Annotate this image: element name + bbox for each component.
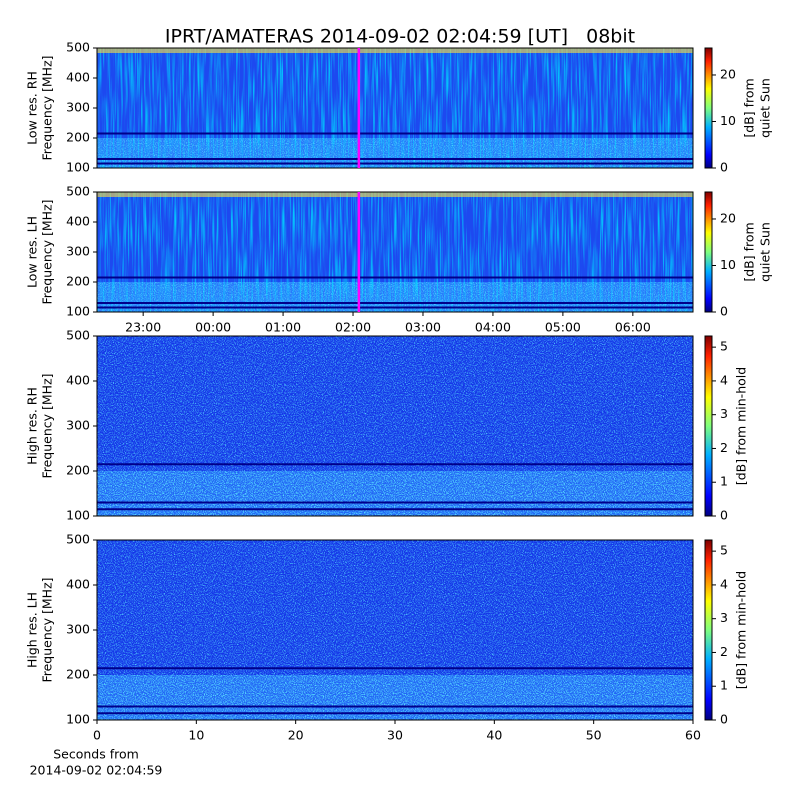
colorbar-label: [dB] from min-hold <box>734 367 749 485</box>
x-tick-label: 30 <box>387 728 403 743</box>
y-tick-label: 500 <box>66 532 90 547</box>
y-tick-label: 400 <box>66 577 90 592</box>
y-tick-label: 200 <box>66 130 90 145</box>
x-tick-label: 04:00 <box>475 320 511 335</box>
x-axis-label: Seconds from <box>53 747 139 762</box>
y-tick-label: 500 <box>66 40 90 55</box>
colorbar-tick-label: 2 <box>720 440 728 455</box>
colorbar-tick-label: 10 <box>720 257 736 272</box>
y-axis-label: Frequency [MHz] <box>40 55 55 160</box>
y-tick-label: 500 <box>66 328 90 343</box>
y-tick-label: 100 <box>66 508 90 523</box>
x-tick-label: 20 <box>288 728 304 743</box>
x-tick-label: 0 <box>93 728 101 743</box>
y-tick-label: 200 <box>66 274 90 289</box>
colorbar <box>704 539 713 721</box>
y-tick-label: 100 <box>66 160 90 175</box>
y-tick-label: 500 <box>66 184 90 199</box>
x-tick-label: 60 <box>685 728 701 743</box>
figure-title: IPRT/AMATERAS 2014-09-02 02:04:59 [UT] 0… <box>165 26 635 48</box>
x-tick-label: 01:00 <box>265 320 301 335</box>
colorbar-tick-label: 0 <box>720 508 728 523</box>
y-tick-label: 200 <box>66 463 90 478</box>
colorbar-tick-label: 0 <box>720 160 728 175</box>
colorbar-tick-label: 10 <box>720 113 736 128</box>
x-axis-label: 2014-09-02 02:04:59 <box>30 763 163 778</box>
y-tick-label: 400 <box>66 373 90 388</box>
y-axis-label: High res. RH <box>25 387 40 465</box>
colorbar-tick-label: 4 <box>720 576 728 591</box>
x-tick-label: 23:00 <box>125 320 161 335</box>
y-tick-label: 400 <box>66 214 90 229</box>
colorbar-tick-label: 1 <box>720 678 728 693</box>
colorbar-label: quiet Sun <box>758 78 773 138</box>
colorbar-tick-label: 4 <box>720 372 728 387</box>
colorbar-tick-label: 1 <box>720 474 728 489</box>
y-tick-label: 200 <box>66 667 90 682</box>
colorbar <box>704 47 713 169</box>
y-tick-label: 400 <box>66 70 90 85</box>
colorbar-tick-label: 20 <box>720 66 736 81</box>
x-tick-label: 10 <box>188 728 204 743</box>
y-axis-label: Frequency [MHz] <box>40 577 55 682</box>
x-tick-label: 03:00 <box>405 320 441 335</box>
colorbar-label: [dB] from <box>742 78 757 137</box>
y-tick-label: 100 <box>66 712 90 727</box>
colorbar-label: [dB] from min-hold <box>734 571 749 689</box>
y-axis-label: Low res. RH <box>25 71 40 145</box>
y-tick-label: 300 <box>66 418 90 433</box>
colorbar <box>704 335 713 517</box>
y-axis-label: Low res. LH <box>25 216 40 288</box>
colorbar-tick-label: 5 <box>720 543 728 558</box>
colorbar-tick-label: 0 <box>720 712 728 727</box>
y-tick-label: 300 <box>66 244 90 259</box>
top-band <box>97 48 693 53</box>
x-tick-label: 02:00 <box>335 320 371 335</box>
x-tick-label: 50 <box>586 728 602 743</box>
y-tick-label: 300 <box>66 100 90 115</box>
colorbar-tick-label: 3 <box>720 406 728 421</box>
x-tick-label: 00:00 <box>195 320 231 335</box>
colorbar-tick-label: 0 <box>720 304 728 319</box>
y-tick-label: 100 <box>66 304 90 319</box>
y-axis-label: Frequency [MHz] <box>40 373 55 478</box>
colorbar-tick-label: 2 <box>720 644 728 659</box>
colorbar-tick-label: 20 <box>720 210 736 225</box>
y-axis-label: High res. LH <box>25 592 40 668</box>
x-tick-label: 06:00 <box>615 320 651 335</box>
x-tick-label: 05:00 <box>545 320 581 335</box>
top-band <box>97 192 693 197</box>
colorbar-label: [dB] from <box>742 222 757 281</box>
y-tick-label: 300 <box>66 622 90 637</box>
colorbar <box>704 191 713 313</box>
y-axis-label: Frequency [MHz] <box>40 199 55 304</box>
colorbar-tick-label: 3 <box>720 610 728 625</box>
x-tick-label: 40 <box>486 728 502 743</box>
colorbar-tick-label: 5 <box>720 339 728 354</box>
colorbar-label: quiet Sun <box>758 222 773 282</box>
